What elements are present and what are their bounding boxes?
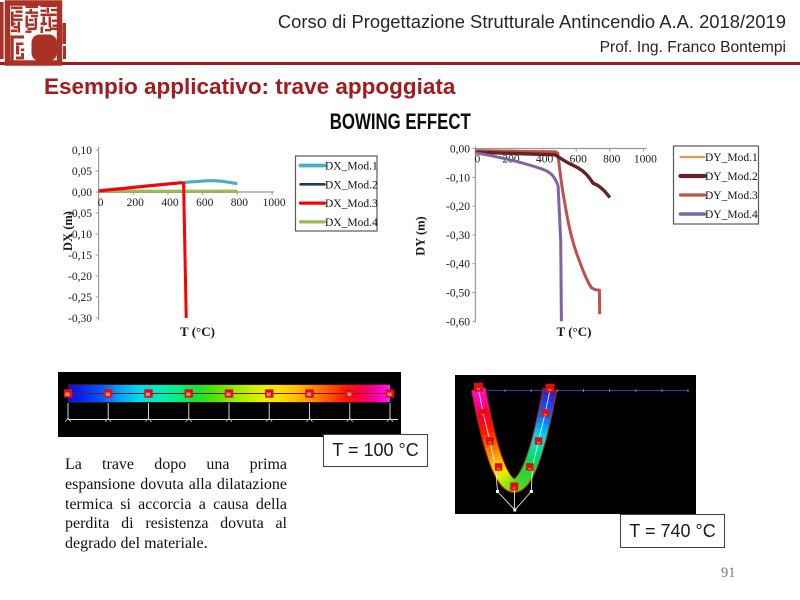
svg-text:1000: 1000 bbox=[263, 197, 286, 209]
svg-text:-0,50: -0,50 bbox=[446, 288, 470, 300]
svg-text:0,10: 0,10 bbox=[72, 145, 92, 157]
svg-text:DY_Mod.2: DY_Mod.2 bbox=[705, 171, 758, 183]
svg-text:-0,30: -0,30 bbox=[68, 313, 92, 325]
svg-text:-0,30: -0,30 bbox=[446, 230, 470, 242]
svg-text:-0,20: -0,20 bbox=[68, 271, 92, 283]
svg-text:T (°C): T (°C) bbox=[557, 324, 592, 339]
svg-text:DY_Mod.1: DY_Mod.1 bbox=[705, 152, 758, 164]
svg-text:0,05: 0,05 bbox=[72, 166, 92, 178]
svg-text:0,00: 0,00 bbox=[72, 187, 92, 199]
svg-text:0: 0 bbox=[475, 154, 481, 166]
svg-text:800: 800 bbox=[231, 197, 249, 209]
svg-text:-0,20: -0,20 bbox=[446, 201, 470, 213]
svg-text:DY_Mod.3: DY_Mod.3 bbox=[705, 190, 758, 202]
svg-text:DX_Mod.1: DX_Mod.1 bbox=[325, 161, 378, 173]
svg-text:400: 400 bbox=[536, 154, 554, 166]
svg-text:1000: 1000 bbox=[634, 154, 657, 166]
svg-text:600: 600 bbox=[570, 154, 588, 166]
svg-text:DY (m): DY (m) bbox=[414, 216, 428, 255]
svg-text:-0,10: -0,10 bbox=[446, 172, 470, 184]
svg-text:-0,25: -0,25 bbox=[68, 292, 92, 304]
svg-text:0: 0 bbox=[98, 197, 104, 209]
svg-text:-0,60: -0,60 bbox=[446, 316, 470, 328]
svg-text:-0,15: -0,15 bbox=[68, 250, 92, 262]
svg-text:800: 800 bbox=[603, 154, 621, 166]
svg-text:DX (m): DX (m) bbox=[61, 211, 75, 251]
svg-text:600: 600 bbox=[196, 197, 214, 209]
svg-text:-0,40: -0,40 bbox=[446, 259, 470, 271]
svg-text:DY_Mod.4: DY_Mod.4 bbox=[705, 209, 758, 221]
svg-text:200: 200 bbox=[127, 197, 145, 209]
svg-text:T (°C): T (°C) bbox=[180, 324, 215, 339]
svg-text:-0,10: -0,10 bbox=[68, 229, 92, 241]
svg-text:-0,05: -0,05 bbox=[68, 208, 92, 220]
svg-text:DX_Mod.4: DX_Mod.4 bbox=[325, 217, 378, 229]
svg-text:DX_Mod.2: DX_Mod.2 bbox=[325, 179, 378, 191]
svg-text:DX_Mod.3: DX_Mod.3 bbox=[325, 198, 378, 210]
svg-text:400: 400 bbox=[161, 197, 179, 209]
svg-text:0,00: 0,00 bbox=[450, 144, 470, 156]
